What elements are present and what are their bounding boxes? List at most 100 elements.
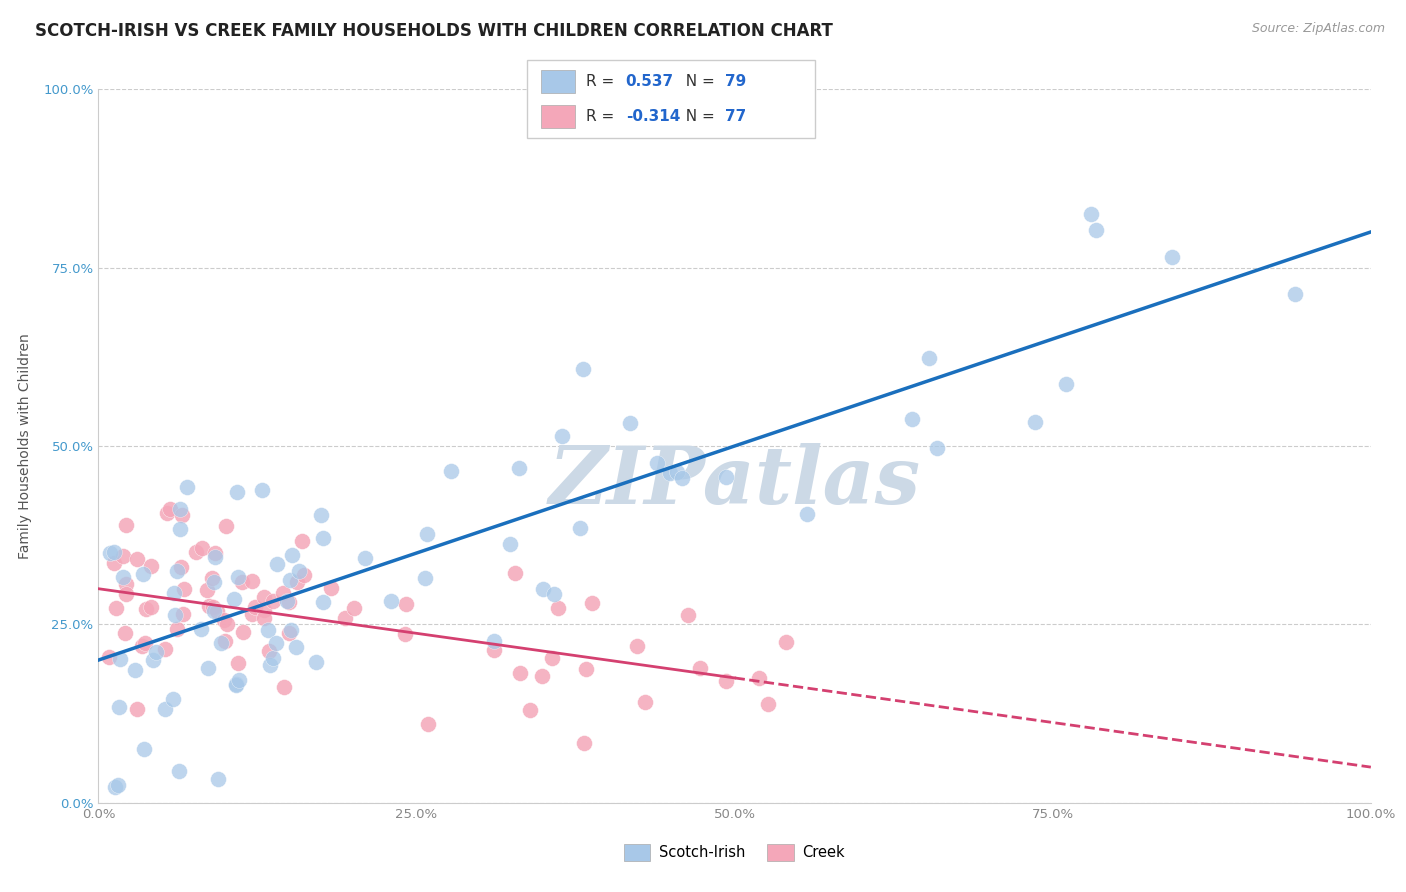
Point [689, 661, 711, 675]
Point [277, 595, 299, 609]
Point [145, 645, 167, 659]
Point [394, 627, 416, 641]
Point [214, 634, 236, 648]
Point [714, 673, 737, 688]
Point [581, 596, 603, 610]
Point [311, 531, 333, 545]
Point [271, 585, 294, 599]
Point [796, 507, 818, 521]
Point [134, 742, 156, 756]
Point [415, 527, 437, 541]
Point [572, 362, 595, 376]
Point [131, 566, 153, 581]
Point [209, 636, 232, 650]
Point [547, 601, 569, 615]
Point [568, 521, 591, 535]
Point [131, 640, 153, 654]
Point [184, 545, 207, 559]
Point [240, 607, 263, 621]
Point [262, 651, 284, 665]
Point [343, 600, 366, 615]
Point [266, 557, 288, 571]
Point [626, 639, 648, 653]
Point [756, 697, 779, 711]
Point [173, 582, 195, 596]
Point [1284, 286, 1306, 301]
Point [207, 772, 229, 786]
Point [195, 583, 218, 598]
Point [215, 519, 238, 533]
Point [197, 661, 219, 675]
Point [166, 564, 188, 578]
Point [309, 508, 332, 522]
Point [572, 736, 595, 750]
Point [97, 649, 120, 664]
Point [231, 575, 253, 590]
Point [125, 702, 148, 716]
Point [169, 502, 191, 516]
Point [281, 549, 304, 563]
Point [226, 570, 249, 584]
Point [228, 673, 250, 688]
Point [395, 597, 418, 611]
Point [1160, 250, 1182, 264]
Point [107, 699, 129, 714]
Point [1024, 415, 1046, 429]
Point [205, 604, 228, 618]
Text: -0.314: -0.314 [626, 109, 681, 124]
Point [354, 550, 377, 565]
Text: Source: ZipAtlas.com: Source: ZipAtlas.com [1251, 22, 1385, 36]
Point [259, 658, 281, 673]
Point [124, 664, 146, 678]
Point [1085, 223, 1108, 237]
Point [262, 594, 284, 608]
Point [509, 665, 531, 680]
Point [156, 506, 179, 520]
Point [190, 541, 212, 555]
Point [1080, 206, 1102, 220]
Point [232, 624, 254, 639]
Point [775, 635, 797, 649]
Point [543, 587, 565, 601]
Point [111, 549, 134, 563]
Point [240, 574, 263, 589]
Point [204, 549, 226, 564]
Point [440, 464, 463, 478]
Point [658, 466, 681, 480]
Point [134, 636, 156, 650]
Point [111, 570, 134, 584]
Point [226, 485, 249, 500]
Point [541, 650, 564, 665]
Point [292, 568, 315, 582]
Point [212, 613, 235, 627]
Point [716, 469, 738, 483]
Point [125, 552, 148, 566]
Point [108, 652, 131, 666]
Y-axis label: Family Households with Children: Family Households with Children [18, 333, 32, 559]
Point [162, 692, 184, 706]
Point [98, 546, 121, 560]
Point [416, 716, 439, 731]
Point [285, 640, 308, 654]
Point [170, 508, 193, 523]
Point [114, 626, 136, 640]
Point [167, 764, 190, 778]
Point [503, 566, 526, 580]
Point [918, 351, 941, 365]
Point [634, 695, 657, 709]
Point [163, 607, 186, 622]
Point [531, 582, 554, 597]
Point [115, 576, 138, 591]
Point [135, 601, 157, 615]
Point [190, 623, 212, 637]
Point [519, 703, 541, 717]
Point [202, 575, 225, 590]
Point [217, 617, 239, 632]
Point [163, 586, 186, 600]
Point [291, 534, 314, 549]
Point [107, 778, 129, 792]
Point [276, 594, 298, 608]
Point [676, 607, 699, 622]
Point [575, 662, 598, 676]
Point [285, 575, 308, 590]
